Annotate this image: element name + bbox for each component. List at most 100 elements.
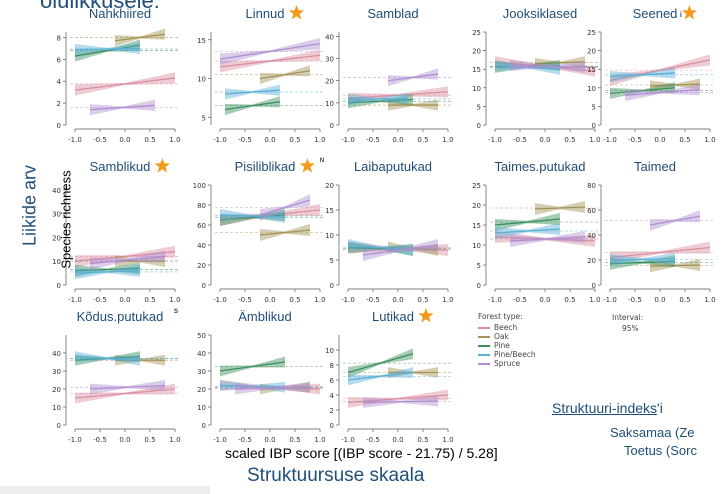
x-tick-label: 0.0 bbox=[264, 136, 275, 144]
y-tick-label: 10 bbox=[472, 242, 481, 250]
y-tick-label: 40 bbox=[197, 242, 206, 250]
legend: Forest type: Beech Oak Pine Pine/Beech Spruc… bbox=[478, 312, 536, 368]
facet-panel: 0 5 10 15 20 -1.0 -0.5 0.0 0.5 1.0 Laibaputukad bbox=[325, 159, 453, 304]
series-line bbox=[494, 228, 561, 234]
series-line bbox=[224, 101, 281, 111]
x-tick-label: -1.0 bbox=[68, 136, 82, 144]
panel-title: Jooksiklased bbox=[503, 6, 577, 21]
structure-index-suffix: 'i bbox=[657, 400, 663, 416]
x-tick-label: -1.0 bbox=[603, 296, 617, 304]
y-tick-label: 0 bbox=[57, 422, 61, 430]
x-tick-label: -0.5 bbox=[513, 136, 527, 144]
y-tick-label: 0 bbox=[202, 282, 206, 290]
series-line bbox=[219, 214, 286, 221]
legend-swatch bbox=[478, 326, 490, 329]
legend-label: Pine/Beech bbox=[494, 350, 536, 359]
legend-item: Oak bbox=[478, 332, 536, 341]
x-tick-label: 0.5 bbox=[417, 436, 428, 444]
x-tick-label: -0.5 bbox=[366, 136, 380, 144]
series-line bbox=[74, 251, 176, 262]
x-tick-label: -1.0 bbox=[68, 296, 82, 304]
x-tick-label: -1.0 bbox=[603, 136, 617, 144]
series-line bbox=[219, 384, 286, 388]
structure-index-link[interactable]: Struktuuri-indeks'i bbox=[552, 400, 663, 416]
panel-title: Pisiliblikad bbox=[235, 159, 296, 174]
y-tick-label: 50 bbox=[197, 332, 206, 340]
x-tick-label: 1.0 bbox=[169, 136, 180, 144]
y-tick-label: 20 bbox=[472, 202, 481, 210]
panel-title: Linnud bbox=[245, 6, 284, 21]
series-line bbox=[609, 72, 676, 78]
y-tick-label: 0 bbox=[330, 122, 334, 130]
series-line bbox=[89, 384, 166, 390]
series-line bbox=[259, 199, 311, 216]
x-tick-label: 1.0 bbox=[704, 296, 715, 304]
facet-panel: 0 2 4 6 8 10 -1.0 -0.5 0.0 0.5 1.0 Lutikad bbox=[325, 308, 454, 444]
x-tick-label: -1.0 bbox=[213, 296, 227, 304]
y-tick-label: 30 bbox=[325, 56, 334, 64]
series-line bbox=[259, 70, 311, 80]
facet-panel: 0 5 10 15 20 25 -1.0 -0.5 0.0 0.5 1.0 Jooksiklased bbox=[472, 6, 600, 144]
y-tick-label: 60 bbox=[587, 207, 596, 215]
y-tick-label: 15 bbox=[325, 207, 334, 215]
x-tick-label: 0.0 bbox=[264, 436, 275, 444]
y-tick-label: 5 bbox=[202, 114, 206, 122]
x-tick-label: 0.0 bbox=[119, 136, 130, 144]
y-tick-label: 10 bbox=[197, 76, 206, 84]
y-axis-title: Species richness bbox=[58, 170, 74, 269]
facet-panel: 0 10 20 30 40 -1.0 -0.5 0.0 0.5 1.0 Samblad bbox=[325, 6, 453, 144]
y-tick-label: 100 bbox=[193, 182, 206, 190]
legend-swatch bbox=[478, 335, 490, 338]
x-tick-label: -0.5 bbox=[366, 296, 380, 304]
y-axis-title-estonian: Liikide arv bbox=[19, 164, 40, 247]
y-tick-label: 10 bbox=[325, 347, 334, 355]
series-line bbox=[89, 255, 166, 265]
series-line bbox=[219, 214, 286, 218]
structure-index-link-text[interactable]: Struktuuri-indeks bbox=[552, 400, 658, 416]
panel-title: Taimes.putukad bbox=[494, 159, 585, 174]
x-tick-label: -0.5 bbox=[238, 296, 252, 304]
y-tick-label: 25 bbox=[472, 182, 481, 190]
x-tick-label: 0.0 bbox=[119, 436, 130, 444]
x-tick-label: 1.0 bbox=[589, 136, 600, 144]
series-line bbox=[74, 267, 141, 272]
y-tick-label: 20 bbox=[472, 48, 481, 56]
panel-title: Laibaputukad bbox=[354, 159, 432, 174]
y-tick-label: 5 bbox=[477, 262, 481, 270]
y-tick-label: 0 bbox=[202, 422, 206, 430]
x-tick-label: -0.5 bbox=[93, 436, 107, 444]
y-tick-label: 60 bbox=[197, 222, 206, 230]
series-line bbox=[234, 386, 311, 390]
x-tick-label: 1.0 bbox=[314, 136, 325, 144]
facet-panel: 0 2 4 6 8 -1.0 -0.5 0.0 0.5 1.0 Nahkhiired bbox=[57, 6, 181, 144]
x-tick-label: 0.5 bbox=[144, 436, 155, 444]
facet-panel: 0 10 20 30 40 -1.0 -0.5 0.0 0.5 1.0 Samblikud bbox=[52, 158, 181, 304]
y-tick-label: 20 bbox=[325, 78, 334, 86]
x-tick-label: -0.5 bbox=[93, 136, 107, 144]
y-tick-label: 20 bbox=[52, 386, 61, 394]
series-line bbox=[609, 246, 711, 259]
x-tick-label: -1.0 bbox=[341, 436, 355, 444]
y-tick-label: 40 bbox=[52, 350, 61, 358]
y-tick-label: 80 bbox=[197, 202, 206, 210]
x-tick-label: 1.0 bbox=[169, 296, 180, 304]
y-tick-label: 2 bbox=[330, 407, 334, 415]
x-tick-label: -0.5 bbox=[628, 296, 642, 304]
x-tick-label: 0.0 bbox=[654, 136, 665, 144]
page-heading-fragment: olulikkusele: bbox=[40, 0, 160, 13]
x-tick-label: 0.5 bbox=[289, 436, 300, 444]
x-tick-label: -0.5 bbox=[238, 436, 252, 444]
series-line bbox=[494, 64, 561, 70]
y-tick-label: 10 bbox=[587, 85, 596, 93]
star-icon bbox=[288, 5, 305, 20]
x-tick-label: 1.0 bbox=[314, 436, 325, 444]
x-tick-label: 1.0 bbox=[442, 436, 453, 444]
interval-title: Interval: bbox=[612, 313, 644, 322]
legend-item: Pine bbox=[478, 341, 536, 350]
x-tick-label: 1.0 bbox=[442, 136, 453, 144]
series-line bbox=[259, 229, 311, 236]
panel-title: Seened bbox=[633, 6, 678, 21]
y-tick-label: 20 bbox=[587, 48, 596, 56]
y-tick-label: 0 bbox=[477, 122, 481, 130]
series-line bbox=[347, 371, 414, 381]
